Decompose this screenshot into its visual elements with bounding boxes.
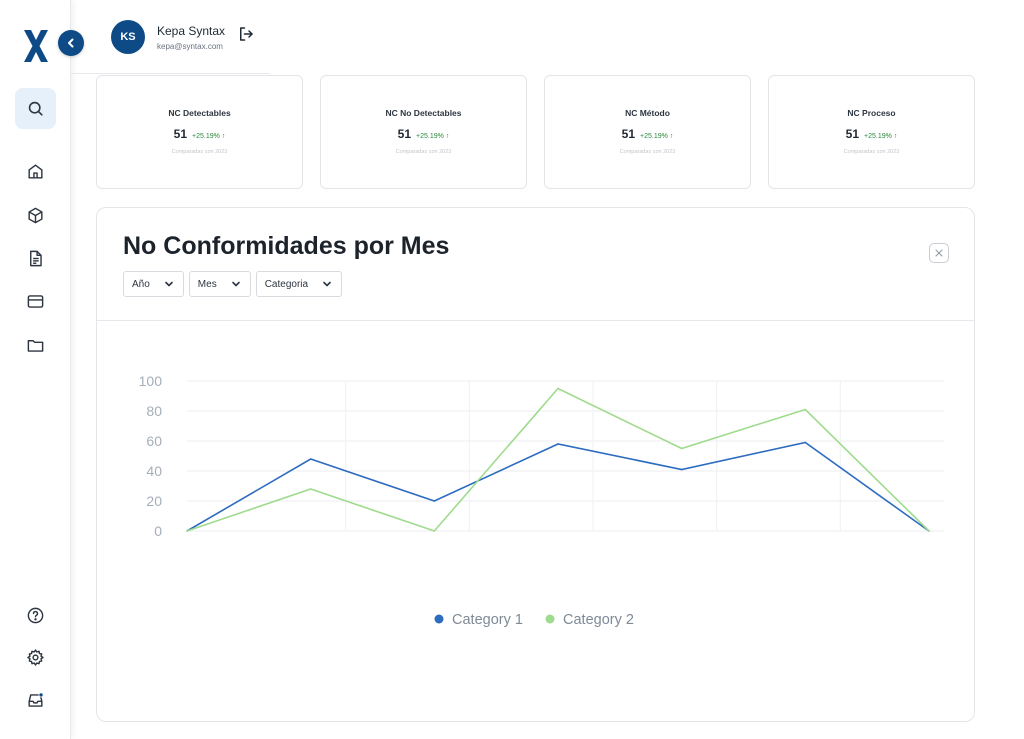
user-header: KS Kepa Syntax kepa@syntax.com xyxy=(111,20,255,54)
series-line-2 xyxy=(186,387,930,532)
stat-value: 51 xyxy=(173,127,188,141)
chart-title: No Conformidades por Mes xyxy=(123,232,450,260)
stat-value: 51 xyxy=(845,127,860,141)
search-icon xyxy=(28,101,43,116)
user-name: Kepa Syntax xyxy=(157,23,226,38)
stat-card-metodo: NC Método 51 +25.19% ↑ Comparadas con 20… xyxy=(544,75,751,189)
user-email: kepa@syntax.com xyxy=(157,41,223,51)
data-point xyxy=(309,458,312,460)
nav-search[interactable] xyxy=(15,88,56,129)
stat-compare: Comparadas con 2023 xyxy=(171,149,228,155)
stat-title: NC Detectables xyxy=(168,108,231,118)
home-icon xyxy=(28,164,43,179)
nav-settings[interactable] xyxy=(15,637,56,678)
gear-icon xyxy=(27,649,44,666)
sidebar xyxy=(0,0,71,739)
y-tick-label: 20 xyxy=(146,493,162,509)
y-tick-label: 100 xyxy=(139,373,163,389)
stat-card-detectables: NC Detectables 51 +25.19% ↑ Comparadas c… xyxy=(96,75,303,189)
y-tick-label: 60 xyxy=(146,433,162,449)
document-icon xyxy=(30,250,42,267)
filter-label: Año xyxy=(132,278,150,290)
data-point xyxy=(433,530,436,532)
stat-delta: +25.19% ↑ xyxy=(192,133,226,140)
y-tick-label: 40 xyxy=(146,463,162,479)
data-point xyxy=(680,468,683,471)
stat-compare: Comparadas con 2023 xyxy=(843,149,900,155)
help-icon xyxy=(27,607,44,624)
chevron-down-icon xyxy=(164,281,173,287)
app-logo xyxy=(24,30,48,62)
stat-value: 51 xyxy=(621,127,636,141)
chevron-down-icon xyxy=(323,281,331,287)
filter-category[interactable]: Categoria xyxy=(255,271,343,297)
stat-title: NC Proceso xyxy=(847,108,896,118)
legend-label: Category 2 xyxy=(563,612,634,628)
data-point xyxy=(804,441,807,444)
credit-card-icon xyxy=(27,295,44,308)
nav-help[interactable] xyxy=(15,595,56,636)
stat-title: NC No Detectables xyxy=(385,108,462,118)
stat-compare: Comparadas con 2023 xyxy=(619,149,676,155)
stat-delta: +25.19% ↑ xyxy=(416,133,450,140)
nav-folders[interactable] xyxy=(15,325,56,366)
user-info: Kepa Syntax kepa@syntax.com xyxy=(157,24,225,51)
chevron-down-icon xyxy=(231,281,240,287)
series-line-1 xyxy=(186,441,930,532)
data-point xyxy=(433,500,436,502)
nav-documents[interactable] xyxy=(15,238,56,279)
chevron-left-icon xyxy=(68,38,74,48)
data-point xyxy=(309,488,312,490)
y-tick-label: 0 xyxy=(154,523,162,539)
stat-title: NC Método xyxy=(625,108,670,118)
nav-billing[interactable] xyxy=(15,281,56,322)
stat-card-no-detectables: NC No Detectables 51 +25.19% ↑ Comparada… xyxy=(320,75,527,189)
legend-marker xyxy=(545,614,555,624)
stat-card-proceso: NC Proceso 51 +25.19% ↑ Comparadas con 2… xyxy=(768,75,975,189)
folder-icon xyxy=(27,340,44,352)
data-point xyxy=(557,387,559,390)
filter-bar: Año Mes Categoria xyxy=(123,271,343,297)
filter-month[interactable]: Mes xyxy=(188,271,251,297)
nav-home[interactable] xyxy=(15,151,56,192)
chart-card: No Conformidades por Mes Año Mes Categor… xyxy=(96,207,975,722)
stat-delta: +25.19% ↑ xyxy=(864,133,898,140)
sidebar-collapse-button[interactable] xyxy=(58,30,84,56)
header-divider xyxy=(71,73,269,74)
legend-marker xyxy=(434,614,444,624)
y-tick-label: 80 xyxy=(146,403,162,419)
inbox-icon xyxy=(28,692,44,707)
stat-compare: Comparadas con 2023 xyxy=(395,149,452,155)
data-point xyxy=(186,530,188,532)
filter-year[interactable]: Año xyxy=(123,271,184,297)
close-button[interactable] xyxy=(929,243,949,263)
data-point xyxy=(557,443,559,445)
filter-label: Mes xyxy=(197,278,217,290)
logout-icon[interactable] xyxy=(237,25,255,43)
avatar[interactable]: KS xyxy=(111,20,145,54)
data-point xyxy=(804,408,807,411)
stat-delta: +25.19% ↑ xyxy=(640,133,674,140)
box-icon xyxy=(28,207,43,224)
legend-label: Category 1 xyxy=(452,612,523,628)
chart-divider xyxy=(97,320,974,321)
close-icon xyxy=(935,249,943,257)
nav-products[interactable] xyxy=(15,195,56,236)
line-chart: 0 20 40 60 80 100 Category 1 Category 2 xyxy=(139,373,944,628)
filter-label: Categoria xyxy=(264,278,309,290)
nav-inbox[interactable] xyxy=(15,680,56,721)
data-point xyxy=(928,530,930,532)
stat-value: 51 xyxy=(397,127,412,141)
data-point xyxy=(680,447,683,450)
